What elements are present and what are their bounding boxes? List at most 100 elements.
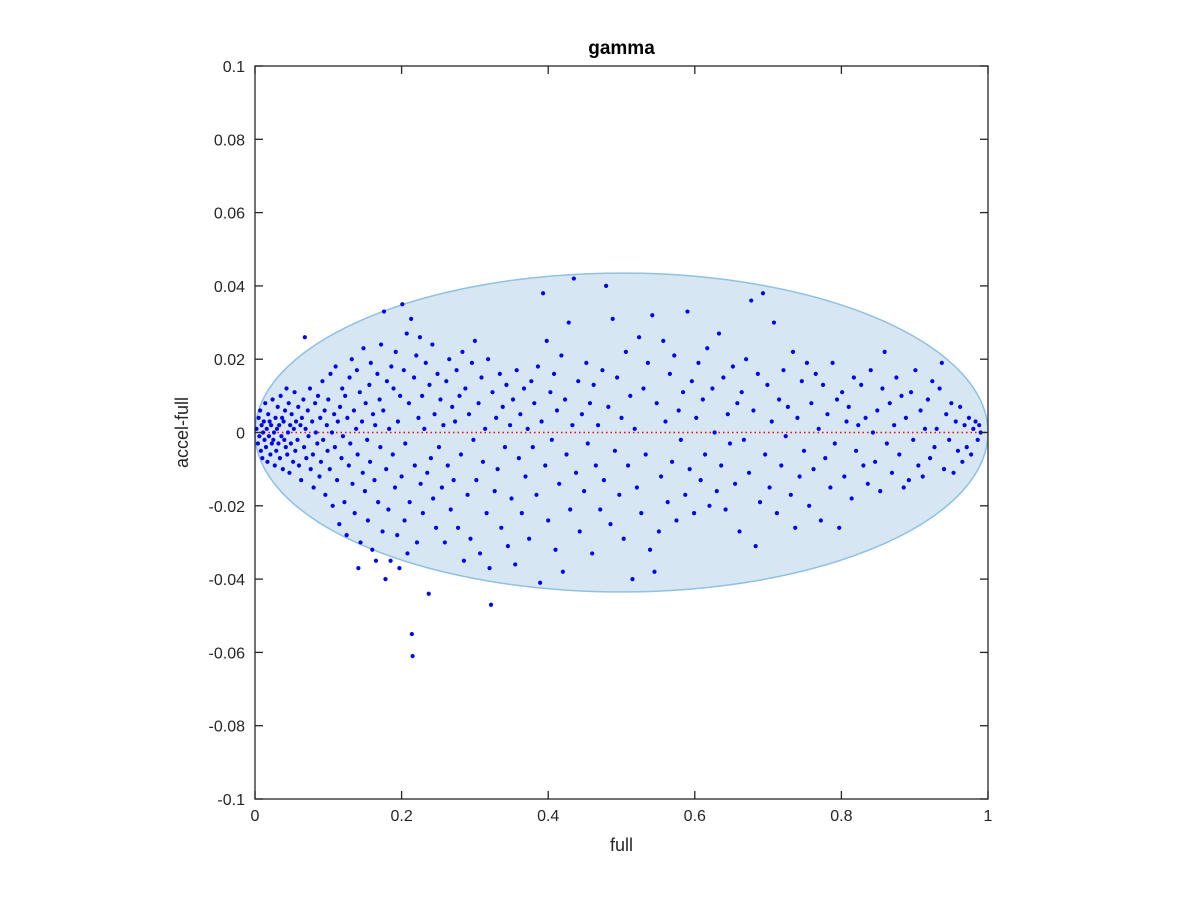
- data-point: [916, 463, 921, 468]
- data-point: [969, 452, 974, 457]
- data-point: [795, 415, 800, 420]
- data-point: [571, 276, 576, 281]
- data-point: [755, 371, 760, 376]
- data-point: [804, 360, 810, 365]
- data-point: [853, 448, 859, 453]
- data-point: [380, 529, 385, 534]
- data-point: [373, 558, 379, 563]
- data-point: [332, 412, 337, 417]
- data-point: [669, 459, 675, 464]
- data-point: [554, 408, 560, 413]
- data-point: [325, 448, 330, 453]
- data-point: [856, 423, 861, 428]
- data-point: [927, 456, 933, 461]
- data-point: [763, 452, 768, 457]
- data-point: [334, 478, 340, 483]
- data-point: [472, 338, 477, 343]
- data-point: [262, 437, 267, 442]
- data-point: [636, 335, 642, 340]
- data-point: [291, 426, 296, 431]
- data-point: [710, 386, 715, 391]
- x-tick-label: 1: [984, 808, 993, 825]
- data-point: [484, 511, 489, 516]
- data-point: [293, 448, 298, 453]
- data-point: [932, 445, 937, 450]
- data-point: [973, 419, 978, 424]
- data-point: [258, 448, 263, 453]
- data-point: [523, 474, 528, 479]
- data-point: [384, 379, 390, 384]
- data-point: [354, 368, 359, 373]
- data-point: [453, 419, 458, 424]
- data-point: [418, 481, 423, 486]
- data-point: [268, 452, 273, 457]
- data-point: [395, 419, 401, 424]
- data-point: [549, 437, 554, 442]
- data-point: [448, 507, 453, 512]
- data-point: [383, 577, 388, 582]
- data-point: [299, 415, 305, 420]
- data-point: [287, 470, 292, 475]
- data-point: [315, 441, 320, 446]
- data-point: [269, 441, 274, 446]
- data-point: [388, 558, 393, 563]
- data-point: [368, 360, 373, 365]
- data-point: [436, 445, 442, 450]
- data-point: [658, 474, 664, 479]
- data-point: [723, 507, 728, 512]
- data-point: [680, 390, 686, 395]
- data-point: [291, 459, 296, 464]
- data-point: [714, 489, 719, 494]
- y-tick-label: -0.02: [209, 499, 246, 516]
- data-point: [716, 331, 722, 336]
- data-point: [301, 397, 306, 402]
- data-point: [389, 364, 394, 369]
- data-point: [505, 544, 510, 549]
- data-point: [433, 525, 439, 530]
- data-point: [256, 415, 261, 420]
- data-point: [694, 415, 699, 420]
- data-point: [409, 631, 414, 637]
- data-point: [323, 492, 328, 497]
- data-point: [412, 463, 417, 468]
- data-point: [358, 540, 363, 545]
- y-tick-label: 0.1: [223, 59, 245, 76]
- data-point: [375, 371, 380, 376]
- x-axis-label: full: [610, 835, 633, 855]
- x-tick-label: 0.6: [684, 808, 706, 825]
- x-tick-label: 0.4: [537, 808, 559, 825]
- data-point: [790, 349, 796, 354]
- data-point: [760, 291, 766, 296]
- data-point: [264, 426, 269, 431]
- data-point: [420, 393, 425, 398]
- data-point: [830, 360, 835, 365]
- data-point: [610, 316, 615, 321]
- data-point: [265, 459, 270, 464]
- data-point: [920, 474, 925, 479]
- data-point: [463, 386, 468, 391]
- data-point: [257, 434, 262, 439]
- data-point: [302, 335, 307, 340]
- data-point: [266, 434, 272, 439]
- data-point: [516, 456, 521, 461]
- data-point: [696, 360, 701, 365]
- data-point: [930, 379, 935, 384]
- y-tick-label: 0.08: [214, 132, 245, 149]
- data-point: [258, 408, 263, 413]
- data-point: [685, 309, 690, 314]
- data-point: [632, 426, 637, 431]
- data-point: [414, 353, 419, 358]
- data-point: [492, 489, 497, 494]
- y-tick-label: -0.06: [209, 645, 246, 662]
- data-point: [962, 423, 967, 428]
- data-point: [849, 496, 854, 501]
- data-point: [391, 386, 396, 391]
- data-point: [378, 342, 384, 347]
- data-point: [566, 320, 571, 325]
- data-point: [656, 529, 661, 534]
- data-point: [461, 558, 467, 563]
- data-point: [601, 478, 607, 483]
- data-point: [271, 430, 277, 435]
- data-point: [277, 456, 283, 461]
- data-point: [604, 283, 609, 288]
